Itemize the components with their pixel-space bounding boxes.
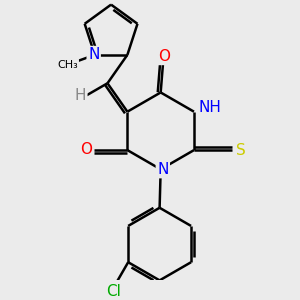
Text: Cl: Cl [106,284,121,299]
Text: N: N [88,47,99,62]
Text: S: S [236,142,246,158]
Text: O: O [80,142,92,157]
Text: H: H [74,88,86,103]
Text: O: O [158,49,170,64]
Text: N: N [157,162,169,177]
Text: NH: NH [199,100,221,115]
Text: CH₃: CH₃ [57,60,78,70]
